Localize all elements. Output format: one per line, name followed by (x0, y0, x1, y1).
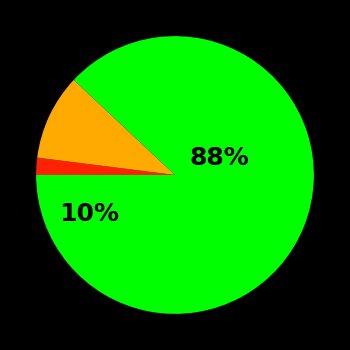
Wedge shape (36, 36, 314, 314)
Text: 10%: 10% (59, 202, 119, 226)
Wedge shape (37, 80, 175, 175)
Wedge shape (36, 158, 175, 175)
Text: 88%: 88% (190, 146, 249, 170)
